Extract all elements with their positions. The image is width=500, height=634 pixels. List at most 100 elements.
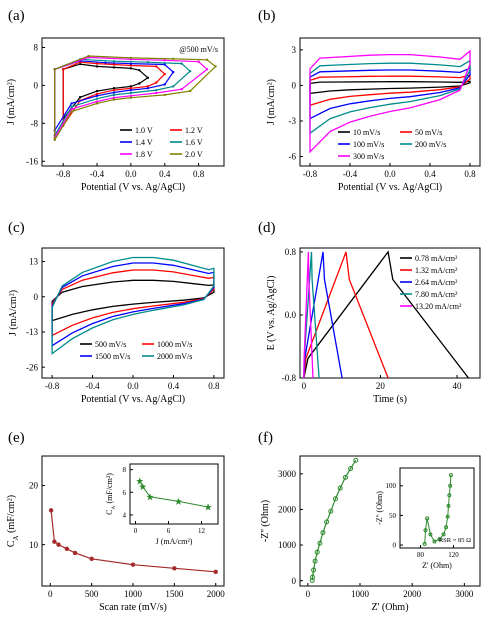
data-point [129, 87, 133, 90]
data-point [129, 94, 133, 98]
legend-label: 1.4 V [135, 138, 153, 147]
data-point [172, 57, 175, 61]
legend-label: 2.0 V [185, 150, 203, 159]
star-marker [174, 497, 182, 505]
data-point [112, 98, 116, 101]
x-axis-label: Potential (V vs. Ag/AgCl) [81, 394, 185, 405]
data-point [337, 485, 343, 491]
data-point [146, 87, 150, 90]
x-tick-label: 0.4 [424, 169, 436, 179]
x-tick-label: 40 [453, 381, 463, 391]
inset-data-point [428, 532, 433, 537]
x-tick-label: 120 [448, 551, 459, 559]
inset-data-point [445, 514, 450, 519]
data-point [87, 54, 90, 58]
y-tick-label: -3 [289, 116, 297, 126]
data-point [95, 94, 99, 98]
inset-e: 0 6 12 4 6 8 J (mA/cm²) CA (mF/cm²) [105, 463, 219, 546]
annotation: RSR = 85 Ω [439, 537, 471, 544]
x-tick-label: 0 [134, 527, 138, 535]
x-tick-label: 0.4 [159, 169, 171, 179]
x-tick-label: -0.8 [56, 169, 71, 179]
data-point [205, 68, 209, 71]
data-point [48, 508, 54, 513]
y-tick-label: 0 [393, 541, 397, 549]
data-point [95, 65, 99, 68]
data-point [112, 63, 116, 66]
plot-frame [129, 463, 219, 525]
x-tick-label: -0.4 [85, 381, 100, 391]
panel-label: (f) [258, 430, 273, 446]
data-point [72, 550, 78, 556]
x-tick-label: 20 [376, 381, 386, 391]
data-point [155, 81, 158, 84]
x-tick-label: 0.8 [208, 381, 220, 391]
data-point [180, 62, 183, 65]
data-point [324, 519, 330, 525]
series-line [303, 251, 343, 379]
inset-data-point [447, 493, 452, 498]
data-point [95, 100, 99, 103]
data-point [312, 558, 318, 564]
inset-data-point [448, 483, 453, 488]
legend-label: 1500 mV/s [95, 352, 130, 361]
legend-label: 2.64 mA/cm² [415, 278, 458, 287]
data-point [163, 59, 166, 62]
legend-label: 1.32 mA/cm² [415, 266, 458, 275]
data-point [317, 540, 323, 546]
data-point [112, 96, 116, 99]
x-tick-label: 80 [417, 551, 425, 559]
data-point [112, 66, 116, 69]
panel-label: (d) [258, 220, 276, 236]
data-point [328, 508, 334, 514]
data-point [348, 465, 354, 471]
data-point [129, 62, 133, 65]
data-point [320, 530, 326, 536]
data-point [172, 566, 177, 571]
data-point [163, 72, 166, 76]
x-tick-label: 0.8 [193, 169, 205, 179]
inset-data-point [425, 516, 430, 521]
data-point [155, 88, 158, 92]
x-tick-label: 0 [48, 589, 53, 599]
y-tick-label: 20 [29, 481, 39, 491]
x-axis-label: Z' (Ohm) [371, 602, 408, 613]
y-tick-label: -16 [26, 156, 38, 166]
data-point [188, 89, 192, 93]
legend-label: 0.78 mA/cm² [415, 254, 458, 263]
x-tick-label: 1500 [165, 589, 184, 599]
data-point [180, 88, 183, 91]
series-line [303, 250, 470, 379]
data-point [112, 60, 116, 63]
data-point [172, 70, 175, 74]
x-axis-label: Potential (V vs. Ag/AgCl) [81, 182, 185, 193]
data-point [213, 569, 218, 575]
legend-label: 200 mV/s [415, 140, 446, 149]
inset-data-point [423, 528, 428, 533]
series-line [303, 251, 389, 379]
y-tick-label: -6 [289, 152, 297, 162]
legend-label: 1.2 V [185, 126, 203, 135]
y-tick-label: 1000 [278, 540, 297, 550]
data-point [95, 92, 99, 96]
x-tick-label: 1000 [124, 589, 143, 599]
data-point [52, 539, 57, 544]
y-tick-label: 100 [386, 482, 397, 490]
star-marker [204, 503, 212, 511]
data-point [129, 85, 133, 88]
legend-label: 7.80 mA/cm² [415, 290, 458, 299]
plot-frame [399, 467, 475, 549]
data-point [172, 85, 175, 88]
series-line [54, 58, 191, 136]
star-marker [146, 493, 154, 501]
data-point [138, 69, 141, 72]
y-tick-label: 4 [123, 511, 127, 519]
inset-data-point [448, 473, 453, 478]
data-point [89, 556, 94, 562]
y-tick-label: 0 [292, 81, 297, 91]
data-point [95, 97, 99, 100]
data-point [53, 138, 56, 142]
data-point [70, 107, 73, 111]
